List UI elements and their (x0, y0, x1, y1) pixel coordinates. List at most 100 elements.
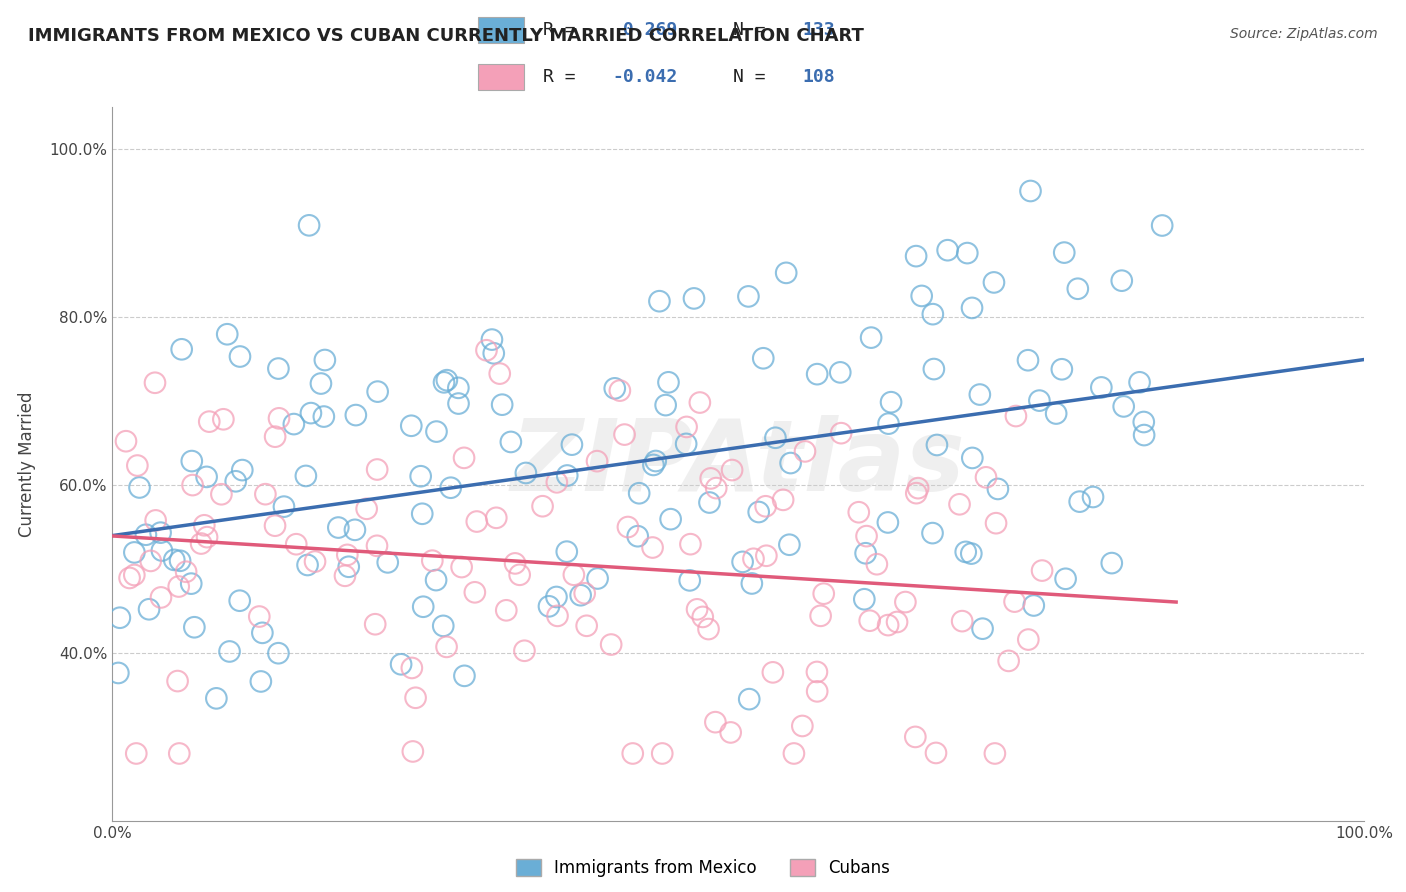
Point (894, 595, 917, 609)
Point (997, 654, 1019, 668)
Point (962, 450, 984, 465)
Point (936, 243, 959, 257)
Point (333, 569, 356, 583)
Point (509, 567, 531, 582)
Point (405, 690, 427, 705)
Point (1053, 245, 1076, 260)
Point (1101, 556, 1123, 570)
Point (644, 454, 666, 468)
Point (731, 555, 754, 569)
Point (450, 560, 472, 574)
Point (366, 539, 388, 553)
Point (267, 361, 290, 376)
Point (209, 487, 232, 501)
Point (921, 526, 943, 541)
Point (229, 350, 252, 364)
Point (778, 538, 800, 552)
Point (537, 599, 560, 614)
Point (264, 430, 287, 444)
Point (880, 395, 903, 409)
Point (488, 367, 510, 381)
Point (453, 450, 475, 465)
Point (254, 487, 277, 501)
Point (267, 646, 290, 660)
Point (217, 327, 239, 342)
Point (169, 747, 191, 761)
Point (1045, 407, 1067, 421)
Point (412, 599, 434, 614)
Point (344, 408, 367, 422)
Point (575, 619, 598, 633)
Point (295, 469, 318, 483)
Point (813, 587, 835, 601)
Point (866, 558, 889, 572)
Point (149, 591, 172, 605)
Point (974, 470, 997, 484)
Text: IMMIGRANTS FROM MEXICO VS CUBAN CURRENTLY MARRIED CORRELATION CHART: IMMIGRANTS FROM MEXICO VS CUBAN CURRENTL… (28, 27, 865, 45)
Point (364, 617, 387, 632)
Point (905, 486, 928, 500)
Point (569, 588, 592, 602)
Point (264, 518, 287, 533)
Point (115, 434, 138, 449)
Point (948, 497, 970, 511)
Legend: Immigrants from Mexico, Cubans: Immigrants from Mexico, Cubans (509, 852, 897, 884)
Point (742, 551, 765, 566)
Point (704, 481, 727, 495)
Point (170, 343, 193, 357)
Point (180, 454, 202, 468)
Point (1129, 376, 1152, 390)
Point (628, 486, 651, 500)
Point (356, 501, 378, 516)
Point (389, 657, 412, 672)
Point (907, 481, 929, 495)
Point (495, 603, 517, 617)
Text: N =: N = (733, 21, 776, 39)
Point (499, 434, 522, 449)
Point (741, 576, 763, 591)
Text: ZIPAtlas: ZIPAtlas (510, 416, 966, 512)
Point (212, 412, 235, 426)
Point (675, 420, 697, 434)
Point (531, 500, 554, 514)
Point (960, 547, 983, 561)
Point (1054, 572, 1077, 586)
Point (859, 614, 882, 628)
Point (922, 362, 945, 376)
Point (231, 463, 253, 477)
Point (955, 545, 977, 559)
Point (806, 684, 828, 698)
Point (738, 692, 761, 706)
Text: N =: N = (733, 68, 776, 86)
Text: R =: R = (543, 68, 586, 86)
Point (482, 346, 505, 360)
Point (969, 387, 991, 401)
Point (328, 520, 350, 534)
Point (124, 568, 146, 582)
Point (436, 373, 458, 387)
Point (683, 292, 706, 306)
Point (174, 565, 197, 579)
Point (1112, 400, 1135, 414)
Point (314, 353, 336, 368)
Point (950, 614, 973, 628)
Point (806, 367, 828, 381)
Point (190, 536, 212, 550)
Point (485, 511, 508, 525)
Point (792, 719, 814, 733)
Point (447, 396, 470, 410)
Point (465, 515, 488, 529)
Point (425, 425, 447, 439)
Point (1017, 353, 1039, 368)
Point (1031, 564, 1053, 578)
Point (299, 406, 322, 420)
Point (167, 580, 190, 594)
Point (613, 427, 636, 442)
Point (555, 468, 578, 483)
Point (127, 458, 149, 473)
Point (425, 573, 447, 587)
Point (679, 537, 702, 551)
Point (603, 381, 626, 395)
Point (195, 530, 218, 544)
Point (675, 437, 697, 451)
